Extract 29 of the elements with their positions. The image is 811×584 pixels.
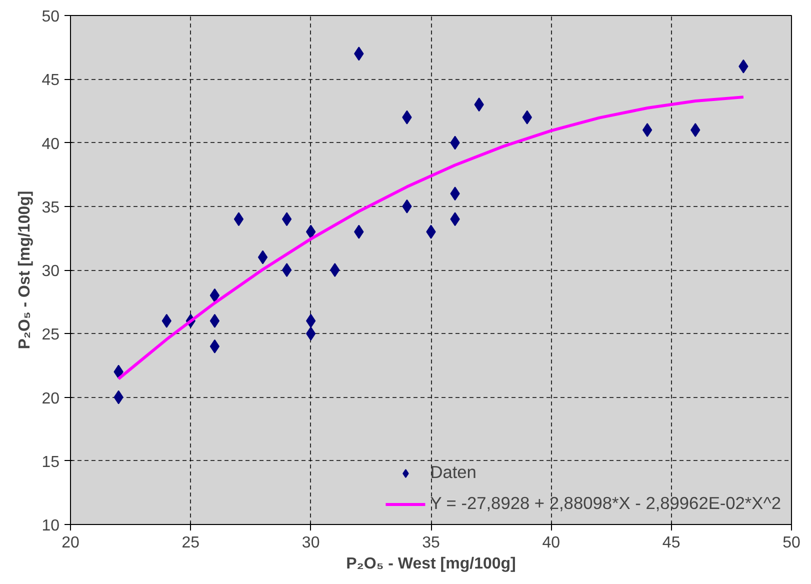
x-tick-label: 45 (662, 534, 680, 552)
y-tick-label: 10 (42, 518, 60, 534)
y-tick-label: 15 (42, 454, 60, 471)
x-tick-label: 30 (302, 534, 320, 552)
x-tick-label: 35 (422, 534, 440, 552)
point (282, 263, 292, 277)
point (210, 339, 220, 354)
y-tick-label: 40 (42, 136, 60, 153)
y-axis-title: P₂O₅ - Ost [mg/100g] (16, 190, 34, 350)
y-tick-label: 20 (42, 390, 60, 408)
x-tick-label: 25 (182, 534, 200, 552)
y-tick-label: 25 (42, 326, 60, 344)
legend-label: Y = -27,8928 + 2,88098*X - 2,89962E-02*X^2 (430, 493, 781, 514)
point (330, 263, 340, 277)
x-tick-label: 50 (782, 534, 800, 552)
y-tick-label: 30 (42, 263, 60, 280)
point (258, 250, 268, 264)
point (210, 288, 220, 302)
legend-label: Daten (430, 462, 476, 483)
point (234, 212, 244, 226)
y-tick-label: 45 (42, 72, 60, 90)
y-tick-label: 50 (42, 8, 60, 26)
x-tick-label: 20 (62, 534, 80, 552)
x-axis-title: P₂O₅ - West [mg/100g] (346, 556, 516, 572)
point (210, 314, 220, 328)
point (282, 212, 292, 226)
x-tick-label: 40 (542, 534, 560, 552)
point (642, 123, 652, 138)
y-tick-label: 35 (42, 199, 60, 216)
